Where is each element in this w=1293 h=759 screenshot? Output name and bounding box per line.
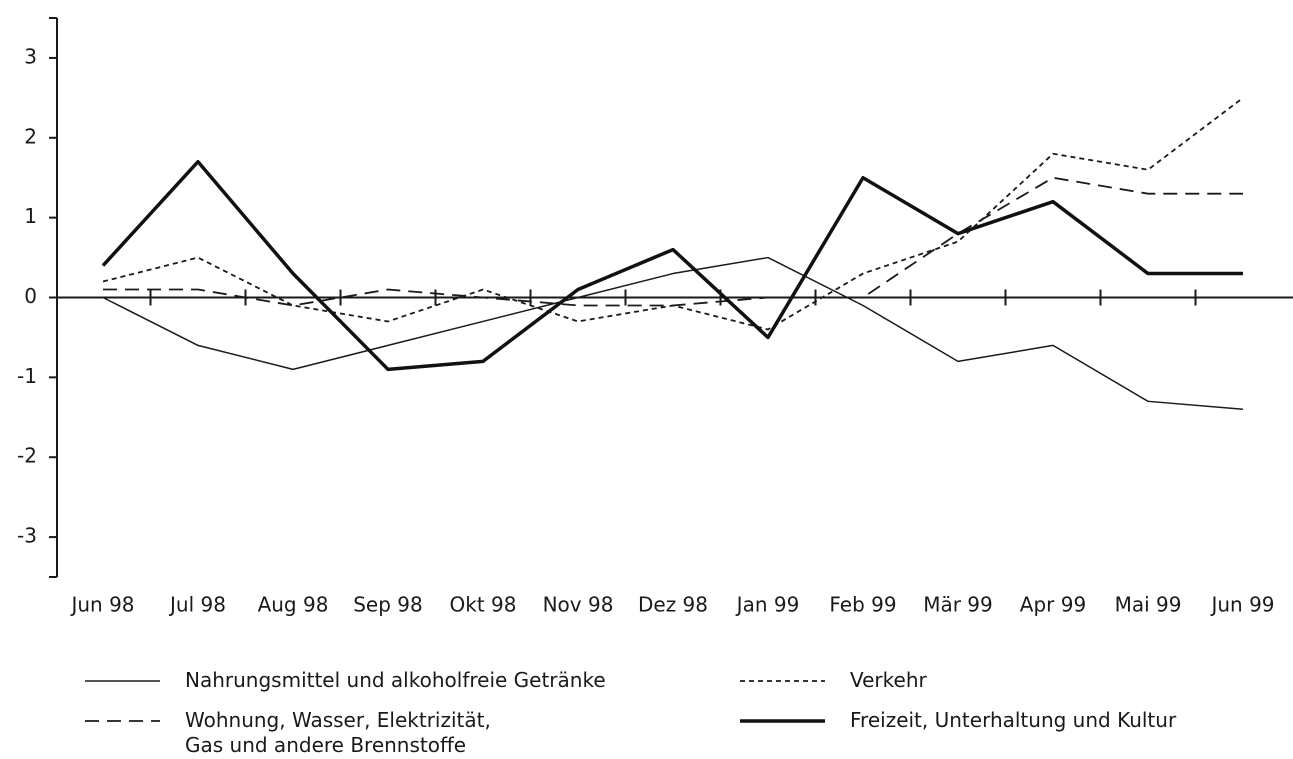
- series-line: [102, 97, 1244, 331]
- legend-label: Wohnung, Wasser, Elektrizität, Gas und a…: [185, 708, 491, 757]
- series-line: [101, 159, 1243, 372]
- x-tick-label: Aug 98: [258, 593, 329, 617]
- y-tick-label: 2: [24, 124, 37, 148]
- x-tick-label: Jun 99: [1209, 593, 1274, 617]
- y-tick-label: -1: [17, 364, 37, 388]
- chart: -3 -2 -1 0 1 2 3 Jun 98 Jul 98 Aug 98 Sep 98 Okt 98…: [17, 17, 1293, 617]
- y-tick-label: -3: [17, 524, 37, 548]
- legend-item: Freizeit, Unterhaltung und Kultur: [740, 708, 1176, 733]
- y-tick-label: 1: [24, 204, 37, 228]
- x-tick-label: Mai 99: [1115, 593, 1182, 617]
- x-tick-label: Feb 99: [829, 593, 896, 617]
- x-tick-label: Jan 99: [735, 593, 800, 617]
- legend-item: Nahrungsmittel und alkoholfreie Getränke: [85, 668, 606, 693]
- x-tick-label: Apr 99: [1020, 593, 1086, 617]
- legend-item: Verkehr: [740, 668, 927, 693]
- legend-swatch: [740, 680, 825, 682]
- x-tick-label: Jul 98: [168, 593, 226, 617]
- x-tick-label: Mär 99: [923, 593, 993, 617]
- x-tick-label: Okt 98: [450, 593, 517, 617]
- series-line: [102, 256, 1244, 411]
- legend-swatch: [85, 720, 160, 722]
- x-tick-label: Dez 98: [638, 593, 708, 617]
- legend-swatch: [85, 680, 160, 682]
- x-tick-label: Jun 98: [69, 593, 134, 617]
- series-line: [103, 176, 1243, 307]
- legend-label: Freizeit, Unterhaltung und Kultur: [850, 708, 1177, 732]
- legend-label: Nahrungsmittel und alkoholfreie Getränke: [185, 668, 606, 692]
- y-tick-label: 3: [24, 44, 37, 68]
- y-tick-label: 0: [24, 284, 37, 308]
- legend-swatch: [740, 719, 825, 723]
- x-tick-label: Nov 98: [543, 593, 614, 617]
- x-tick-label: Sep 98: [353, 593, 423, 617]
- legend-item: Wohnung, Wasser, Elektrizität, Gas und a…: [85, 708, 505, 758]
- legend-label: Verkehr: [850, 668, 927, 692]
- y-tick-label: -2: [17, 444, 37, 468]
